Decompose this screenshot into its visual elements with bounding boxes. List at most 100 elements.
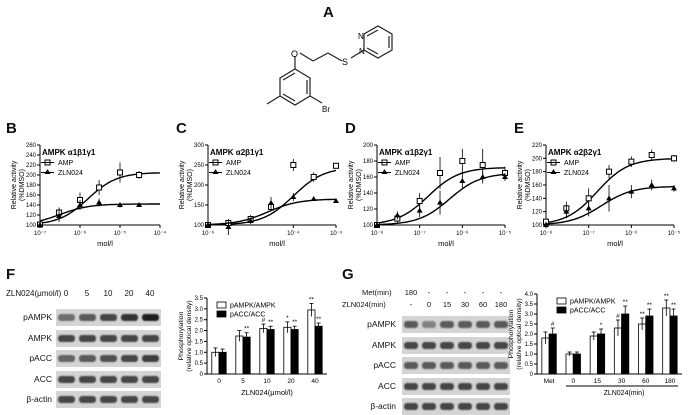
blot-g-lane-label: - [481,288,485,297]
y-axis-title: (relative optical density) [516,298,523,369]
y-tick-label: 140 [26,203,37,209]
legend-label-amp: AMP [564,160,580,167]
blot-band [142,314,159,321]
panel-letter-a: A [323,4,334,21]
blot-band [142,355,159,362]
blot-band [404,382,418,390]
blot-g-lane-label: 180 [404,288,418,297]
y-tick-label: 100 [26,223,37,229]
blot-strip [402,316,510,333]
y-tick-label: 100 [363,223,374,229]
dose-panel-b: 100 120 140 160 180 200 220 240 260 10⁻⁷ 10⁻⁶ 10⁻⁵ 1… [11,143,167,248]
data-point-zln024 [290,194,297,199]
y-axis-title: Relative activity [11,160,18,209]
data-point-zln024 [437,199,444,205]
x-tick-label: 30 [618,378,626,385]
y-tick-label: 1.5 [195,339,204,345]
x-tick-label: 10⁻⁷ [414,230,426,237]
bar-pacc-acc [314,325,323,375]
legend-swatch [216,310,227,318]
blot-f-lane-label: 20 [124,289,134,298]
blot-band [58,355,75,362]
data-point-zln024 [374,222,380,227]
y-tick-label: 220 [532,143,543,149]
x-tick-label: 10⁻⁷ [34,230,46,237]
bar-pacc-acc [572,353,581,375]
y-tick-label: 100 [532,223,543,229]
blot-band [58,396,75,403]
blot-band [476,382,490,390]
data-point-zln024 [628,188,635,194]
chart-title: AMPK α1β2γ1 [379,148,433,157]
dose-panel-d: 100 120 140 160 180 200 10⁻⁸ 10⁻⁷ 10⁻⁶ 10⁻⁵ mol/l R… [348,143,512,248]
atom-o: O [291,49,298,59]
atom-n1: N [358,32,364,41]
blot-band [404,341,418,349]
x-tick-label: 10⁻⁵ [114,230,127,237]
legend-marker-zln024 [212,169,219,174]
bar-pampk-ampk [589,335,598,375]
blot-g-zln-label: ZLN024(min) [342,300,386,309]
legend-marker-zln024 [44,169,51,174]
significance-mark: ** [671,302,677,309]
blot-row-label: ACC [34,373,52,384]
panel-letter-b: B [6,120,17,137]
x-axis-title: mol/l [607,239,623,248]
significance-mark: ** [316,316,322,323]
blot-g-met-label: Met(min) [362,288,392,297]
blot-band [422,321,436,328]
significance-mark: ** [309,296,315,303]
blot-band [404,321,418,328]
blot-band [142,334,159,342]
x-tick-label: 10⁻⁸ [371,230,384,237]
y-tick-label: 140 [532,196,543,202]
dose-panel-e: 100 120 140 160 180 200 220 10⁻⁸ 10⁻⁷ 10⁻⁶ 10⁻⁵ mol… [517,143,681,248]
legend-marker-zln024 [550,169,557,174]
x-tick-label: 10⁻⁷ [583,230,595,237]
blot-band [422,382,436,390]
blot-band [142,375,159,383]
data-point-zln024 [310,196,317,201]
data-point-zln024 [459,178,466,183]
legend-label-amp: AMP [395,160,411,167]
bromine-label: Br [322,105,330,114]
bar-pampk-ampk [259,328,268,375]
y-tick-label: 160 [363,175,374,181]
data-point-zln024 [247,218,254,223]
blot-row-label: ACC [378,380,396,391]
bar-pacc-acc [597,333,606,375]
y-axis-title: (%DMSO) [356,169,363,201]
legend-label-amp: AMP [58,160,74,167]
blot-band [79,314,96,321]
data-point-amp [606,168,613,175]
blot-g-lane-label: 60 [478,300,488,309]
bar-pampk-ampk [235,335,244,375]
x-tick-label: 180 [664,378,675,385]
x-axis-title: mol/l [438,239,454,248]
blot-band [458,341,472,349]
y-tick-label: 3.0 [525,312,534,318]
data-point-zln024 [671,185,677,191]
bar-pacc-acc [621,313,630,375]
blot-band [121,396,138,403]
y-tick-label: 100 [194,223,205,229]
y-tick-label: 160 [26,193,37,199]
x-tick-label: 10⁻⁶ [74,230,87,237]
significance-mark: ** [623,299,629,306]
blot-f-lane-label: 10 [103,289,113,298]
blot-band [440,341,454,349]
data-point-amp [117,169,123,176]
y-tick-label: 200 [363,143,374,149]
y-tick-label: 0 [530,372,534,378]
blot-g-lane-label: - [445,288,449,297]
y-tick-label: 300 [194,143,205,149]
y-tick-label: 160 [532,183,543,189]
legend-swatch [556,306,567,314]
blot-band [58,334,75,342]
data-point-zln024 [648,182,655,187]
x-tick-label: 10 [263,378,271,385]
blot-band [422,341,436,349]
x-tick-label: 10⁻⁴ [287,230,300,237]
y-axis-title: Phosphorylation [508,309,515,358]
